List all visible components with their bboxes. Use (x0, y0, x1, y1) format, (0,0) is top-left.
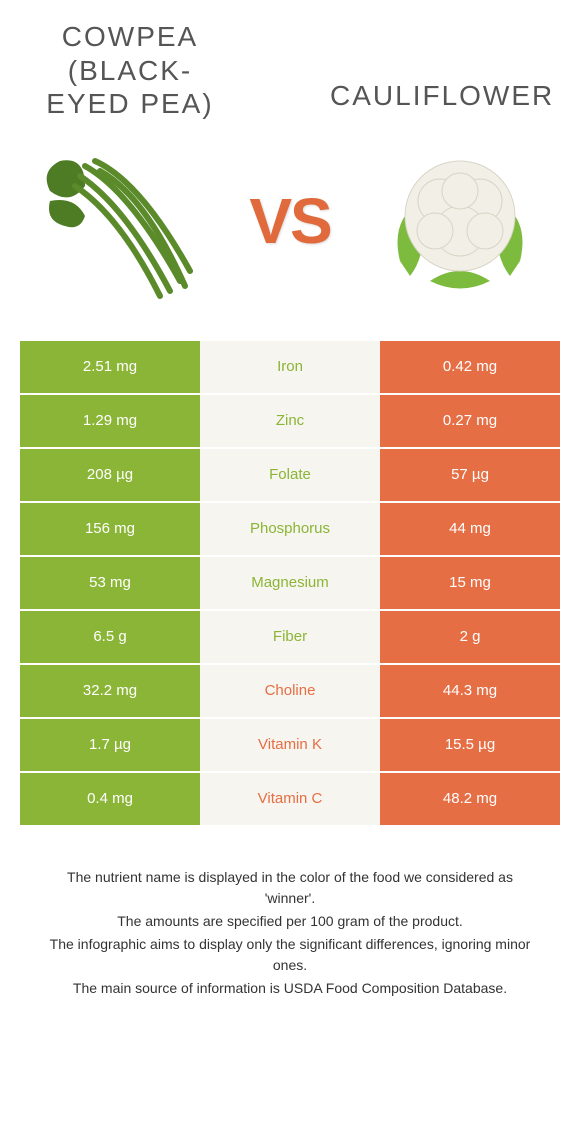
nutrient-left-value: 53 mg (20, 557, 200, 611)
nutrient-name: Choline (200, 665, 380, 719)
nutrient-name: Folate (200, 449, 380, 503)
nutrient-right-value: 44 mg (380, 503, 560, 557)
nutrient-right-value: 0.42 mg (380, 341, 560, 395)
nutrient-table: 2.51 mgIron0.42 mg1.29 mgZinc0.27 mg208 … (20, 341, 560, 827)
nutrient-left-value: 208 µg (20, 449, 200, 503)
nutrient-left-value: 32.2 mg (20, 665, 200, 719)
nutrient-name: Vitamin C (200, 773, 380, 827)
nutrient-right-value: 44.3 mg (380, 665, 560, 719)
table-row: 156 mgPhosphorus44 mg (20, 503, 560, 557)
table-row: 32.2 mgCholine44.3 mg (20, 665, 560, 719)
nutrient-left-value: 2.51 mg (20, 341, 200, 395)
footer-line: The amounts are specified per 100 gram o… (40, 911, 540, 932)
footer-line: The infographic aims to display only the… (40, 934, 540, 976)
nutrient-name: Zinc (200, 395, 380, 449)
nutrient-name: Phosphorus (200, 503, 380, 557)
hero-row: VS (0, 121, 580, 341)
table-row: 2.51 mgIron0.42 mg (20, 341, 560, 395)
table-row: 0.4 mgVitamin C48.2 mg (20, 773, 560, 827)
nutrient-right-value: 57 µg (380, 449, 560, 503)
nutrient-left-value: 1.7 µg (20, 719, 200, 773)
vs-label: VS (249, 184, 330, 258)
nutrient-right-value: 15.5 µg (380, 719, 560, 773)
table-row: 1.29 mgZinc0.27 mg (20, 395, 560, 449)
nutrient-right-value: 15 mg (380, 557, 560, 611)
nutrient-name: Vitamin K (200, 719, 380, 773)
nutrient-name: Iron (200, 341, 380, 395)
nutrient-name: Magnesium (200, 557, 380, 611)
nutrient-right-value: 0.27 mg (380, 395, 560, 449)
nutrient-left-value: 156 mg (20, 503, 200, 557)
nutrient-right-value: 2 g (380, 611, 560, 665)
nutrient-right-value: 48.2 mg (380, 773, 560, 827)
footer-line: The main source of information is USDA F… (40, 978, 540, 999)
footer-notes: The nutrient name is displayed in the co… (0, 867, 580, 999)
nutrient-name: Fiber (200, 611, 380, 665)
food-title-left: Cowpea (Black-eyed pea) (30, 20, 230, 121)
nutrient-left-value: 6.5 g (20, 611, 200, 665)
table-row: 208 µgFolate57 µg (20, 449, 560, 503)
cauliflower-image (370, 131, 550, 311)
cowpea-image (30, 131, 210, 311)
food-title-right: Cauliflower (330, 80, 550, 112)
footer-line: The nutrient name is displayed in the co… (40, 867, 540, 909)
nutrient-left-value: 0.4 mg (20, 773, 200, 827)
header: Cowpea (Black-eyed pea) Cauliflower (0, 0, 580, 121)
table-row: 53 mgMagnesium15 mg (20, 557, 560, 611)
table-row: 6.5 gFiber2 g (20, 611, 560, 665)
nutrient-left-value: 1.29 mg (20, 395, 200, 449)
table-row: 1.7 µgVitamin K15.5 µg (20, 719, 560, 773)
